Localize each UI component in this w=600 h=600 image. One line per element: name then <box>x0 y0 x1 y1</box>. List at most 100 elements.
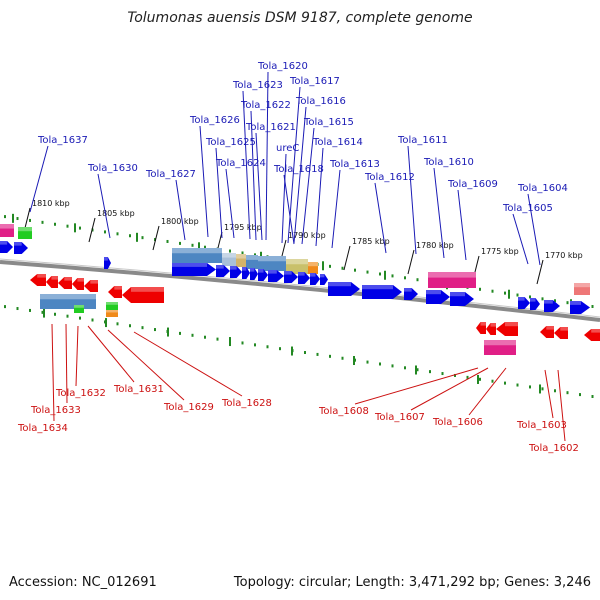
forward-gene-labels: Tola_1637Tola_1630Tola_1627Tola_1626Tola… <box>29 61 568 266</box>
reverse-label-leader <box>107 329 185 401</box>
tick-major-bottom <box>229 337 231 347</box>
forward-gene-arrow <box>258 269 268 281</box>
forward-gene-label: Tola_1609 <box>447 179 498 190</box>
scale-label: 1805 kbp <box>97 209 135 218</box>
tick-dot-bottom <box>366 360 369 364</box>
tick-dot-bottom <box>579 393 581 397</box>
forward-gene-label: Tola_1616 <box>295 96 346 107</box>
forward-gene-label: Tola_1637 <box>37 135 88 146</box>
scale-label: 1800 kbp <box>161 217 199 226</box>
forward-gene-arrow-shine <box>230 266 237 270</box>
tick-dot-bottom <box>216 337 219 341</box>
tick-dot-bottom <box>66 314 69 318</box>
scale-label: 1790 kbp <box>288 231 326 240</box>
tick-dot-bottom <box>266 345 269 349</box>
forward-gene-label: Tola_1605 <box>502 203 553 214</box>
forward-gene-arrow-shine <box>404 288 412 292</box>
forward-label-leader <box>527 193 541 266</box>
tick-dot-bottom <box>16 307 19 311</box>
tick-dot-top <box>29 218 31 222</box>
reverse-gene-arrow-shine <box>37 274 46 278</box>
domain-box-shine <box>18 227 32 232</box>
tick-dot-top <box>104 230 106 234</box>
forward-gene-arrow <box>328 282 360 296</box>
reverse-gene-arrow <box>108 286 122 298</box>
tick-dot-bottom <box>429 370 431 374</box>
reverse-gene-arrow <box>30 274 46 286</box>
tick-major-bottom <box>539 384 541 394</box>
map-title: Tolumonas auensis DSM 9187, complete gen… <box>127 10 472 26</box>
tick-dot-bottom <box>491 379 494 383</box>
tick-dot-bottom <box>116 322 119 326</box>
forward-gene-arrow-shine <box>14 242 22 246</box>
tick-dot-bottom <box>141 326 144 330</box>
forward-gene-label: Tola_1624 <box>215 158 266 169</box>
reverse-gene-arrow-shine <box>64 277 72 281</box>
tick-dot-top <box>191 243 194 247</box>
tick-dot-top <box>479 287 481 291</box>
tick-dot-bottom <box>416 368 419 372</box>
tick-dot-bottom <box>466 375 469 379</box>
reverse-label-leader <box>87 325 135 383</box>
reverse-gene-label: Tola_1608 <box>318 406 369 417</box>
tick-major-bottom <box>291 346 293 356</box>
reverse-gene-arrow-shine <box>114 286 122 290</box>
tick-dot-top <box>504 291 506 295</box>
tick-dot-top <box>379 272 381 276</box>
tick-dot-bottom <box>79 316 81 320</box>
domain-box <box>18 227 32 239</box>
domain-box-shine <box>574 283 590 288</box>
tick-dot-top <box>541 297 544 301</box>
tick-dot-top <box>554 299 556 303</box>
scale-label: 1785 kbp <box>352 237 390 246</box>
tick-dot-top <box>391 274 394 278</box>
tick-dot-bottom <box>154 328 156 332</box>
reverse-gene-arrow <box>540 326 554 338</box>
forward-gene-label: Tola_1617 <box>289 76 340 87</box>
domain-box <box>246 255 258 269</box>
domain-box <box>308 262 318 274</box>
reverse-gene-arrow <box>72 278 84 290</box>
forward-gene-arrow-shine <box>104 257 108 261</box>
protein-domains <box>0 224 590 355</box>
domain-box-shine <box>286 259 308 265</box>
forward-gene-label: Tola_1612 <box>364 172 415 183</box>
tick-dot-bottom <box>54 312 56 316</box>
reverse-gene-arrow-shine <box>591 329 600 333</box>
tick-dot-top <box>254 253 256 257</box>
forward-gene-arrow-shine <box>320 274 325 278</box>
forward-gene-arrow <box>570 301 590 314</box>
tick-dot-top <box>529 295 531 299</box>
reverse-label-leader <box>557 369 566 442</box>
forward-label-leader <box>242 90 251 240</box>
domain-box-shine <box>236 254 246 259</box>
forward-gene-arrow <box>426 290 450 304</box>
reverse-label-leader <box>468 367 507 416</box>
tick-major-bottom <box>105 318 107 328</box>
forward-gene-arrow <box>518 297 530 309</box>
reverse-gene-arrow-shine <box>51 276 58 280</box>
forward-label-leader <box>215 147 223 239</box>
forward-label-leader <box>433 167 445 259</box>
domain-box-shine <box>0 224 14 229</box>
forward-gene-arrow <box>450 292 474 306</box>
domain-box <box>172 248 222 263</box>
scale-label: 1780 kbp <box>416 241 454 250</box>
tick-dot-top <box>241 251 244 255</box>
forward-label-leader <box>293 106 307 244</box>
reverse-gene-arrow-shine <box>90 280 98 284</box>
forward-gene-arrow-shine <box>530 298 536 302</box>
tick-dot-top <box>4 215 6 219</box>
tick-dot-bottom <box>566 391 569 395</box>
forward-gene-arrow <box>172 263 216 276</box>
forward-gene-label: Tola_1615 <box>303 117 354 128</box>
tick-dot-bottom <box>241 341 244 345</box>
forward-gene-arrow <box>284 271 298 283</box>
domain-box <box>0 224 14 237</box>
tick-major-top <box>384 270 386 280</box>
forward-gene-label: Tola_1610 <box>423 157 474 168</box>
genome-summary-text: Topology: circular; Length: 3,471,292 bp… <box>233 575 591 590</box>
forward-gene-arrow <box>404 288 418 300</box>
tick-dot-top <box>66 224 69 228</box>
